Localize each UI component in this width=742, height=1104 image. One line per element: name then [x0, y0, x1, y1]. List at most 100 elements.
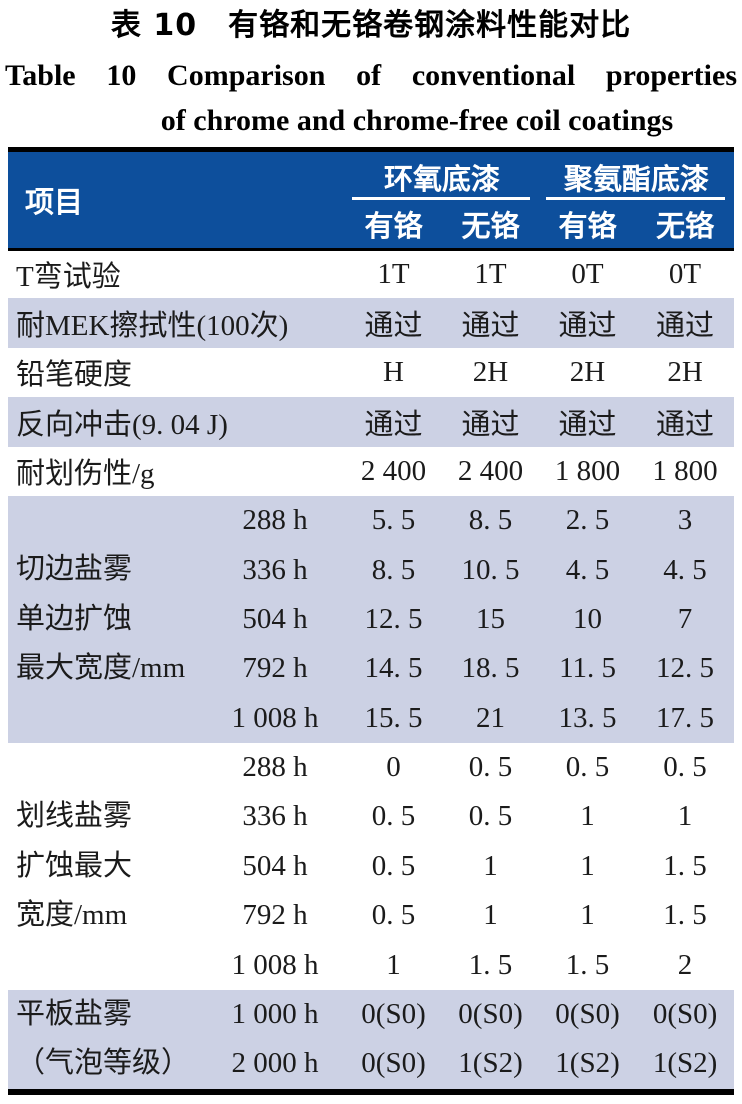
value-cell: 2 400 [457, 454, 524, 487]
header-sub-epoxy-chromefree: 无铬 [442, 201, 540, 251]
row-group-label-lines: 切边盐雾 单边扩蚀 最大宽度/mm [16, 545, 205, 693]
row-group-label-line: 最大宽度/mm [16, 652, 186, 685]
value-cell: 0(S0) [652, 998, 718, 1031]
row-cutedge-288: 切边盐雾 单边扩蚀 最大宽度/mm 288 h 5. 5 8. 5 2. 5 3 [8, 495, 735, 684]
time-cell: 1 008 h [231, 701, 319, 734]
value-cell: 11. 5 [559, 652, 616, 685]
value-cell: 10 [573, 602, 603, 635]
row-group-label-line: 平板盐雾 [16, 997, 133, 1030]
value-cell: 0T [571, 257, 604, 290]
value-cell: 通过 [558, 408, 617, 441]
time-cell: 336 h [242, 800, 308, 833]
row-scratch-resistance: 耐划伤性/g 2 400 2 400 1 800 1 800 [8, 447, 734, 496]
table-caption-zh: 表 10 有铬和无铬卷钢涂料性能对比 [110, 8, 632, 43]
value-cell: 3 [677, 504, 693, 537]
value-cell: 通过 [461, 408, 520, 441]
value-cell: 8. 5 [468, 504, 513, 537]
time-cell: 792 h [242, 652, 308, 685]
value-cell: 4. 5 [565, 553, 610, 586]
header-group-epoxy-label: 环氧底漆 [384, 161, 501, 196]
value-cell: 2H [667, 355, 703, 388]
time-cell: 504 h [242, 602, 308, 635]
table-body: T弯试验 1T 1T 0T 0T 耐MEK擦拭性(100次) 通过 通过 通过 … [8, 249, 735, 1089]
value-cell: 8. 5 [371, 553, 416, 586]
value-cell: 1T [377, 257, 410, 290]
value-cell: 0(S0) [361, 998, 426, 1031]
row-label: T弯试验 [16, 261, 121, 294]
value-cell: 2. 5 [565, 504, 610, 537]
value-cell: 17. 5 [656, 701, 715, 734]
value-cell: 10. 5 [461, 553, 520, 586]
value-cell: 通过 [364, 408, 423, 441]
time-cell: 288 h [242, 504, 308, 537]
row-group-label-line: 宽度/mm [16, 899, 128, 932]
value-cell: 0. 5 [371, 849, 416, 882]
value-cell: 12. 5 [364, 602, 423, 635]
value-cell: 2H [472, 355, 509, 388]
header-group-epoxy: 环氧底漆 [345, 152, 540, 201]
table-caption-en-line1: Table 10 Comparison of conventional prop… [5, 59, 737, 92]
value-cell: 0(S0) [361, 1047, 426, 1080]
row-group-label-line: 单边扩蚀 [16, 602, 133, 635]
row-group-label-flatpanel: 平板盐雾 （气泡等级） [8, 990, 205, 1089]
value-cell: 15. 5 [364, 701, 423, 734]
header-cell-item: 项目 [8, 152, 346, 251]
table-caption-en: Table 10 Comparison of conventional prop… [0, 53, 742, 143]
paper-table-page: 表 10 有铬和无铬卷钢涂料性能对比 Table 10 Comparison o… [0, 6, 742, 1104]
value-cell: 0. 5 [468, 800, 513, 833]
value-cell: 通过 [461, 310, 520, 343]
value-cell: H [383, 355, 404, 388]
value-cell: 1 [580, 899, 595, 932]
row-group-label-lines: 平板盐雾 （气泡等级） [16, 990, 205, 1089]
value-cell: 1 800 [652, 454, 718, 487]
time-cell: 288 h [242, 751, 308, 784]
value-cell: 1(S2) [652, 1047, 718, 1080]
value-cell: 7 [677, 602, 693, 635]
white-underline [546, 197, 726, 200]
value-cell: 1 [483, 849, 498, 882]
row-group-label-scribe: 划线盐雾 扩蚀最大 宽度/mm [8, 743, 205, 990]
value-cell: 通过 [364, 310, 423, 343]
white-underline [352, 197, 531, 200]
table-caption-en-line2: of chrome and chrome-free coil coatings [160, 104, 674, 137]
value-cell: 0. 5 [565, 751, 610, 784]
value-cell: 0. 5 [371, 899, 416, 932]
value-cell: 2 400 [360, 454, 427, 487]
table-header: 项目 环氧底漆 聚氨酯底漆 有铬 无铬 有铬 无铬 [8, 152, 735, 251]
row-label: 铅笔硬度 [16, 359, 133, 392]
value-cell: 1 [386, 948, 401, 981]
value-cell: 1. 5 [468, 948, 513, 981]
row-group-label-line: （气泡等级） [16, 1047, 191, 1080]
row-scribe-792: 792 h 0. 5 1 1 1. 5 [8, 891, 734, 940]
time-cell: 504 h [242, 849, 308, 882]
row-mek: 耐MEK擦拭性(100次) 通过 通过 通过 通过 [8, 298, 735, 348]
row-group-label-line: 切边盐雾 [16, 553, 133, 586]
value-cell: 0T [668, 257, 702, 290]
value-cell: 通过 [656, 310, 715, 343]
row-group-label-lines: 划线盐雾 扩蚀最大 宽度/mm [16, 792, 205, 940]
value-cell: 通过 [656, 408, 715, 441]
value-cell: 0(S0) [555, 998, 620, 1031]
value-cell: 1. 5 [663, 849, 707, 882]
value-cell: 1 800 [554, 454, 621, 487]
value-cell: 0(S0) [458, 998, 523, 1031]
value-cell: 1(S2) [458, 1047, 523, 1080]
value-cell: 21 [476, 701, 506, 734]
header-row-groups: 项目 环氧底漆 聚氨酯底漆 [8, 152, 735, 251]
value-cell: 13. 5 [558, 701, 617, 734]
time-cell: 1 008 h [231, 948, 319, 981]
row-pencil-hardness: 铅笔硬度 H 2H 2H 2H [8, 348, 734, 397]
row-scribe-288: 划线盐雾 扩蚀最大 宽度/mm 288 h 0 0. 5 0. 5 0. 5 [8, 743, 734, 931]
value-cell: 5. 5 [371, 504, 416, 537]
row-scribe-1008: 1 008 h 1 1. 5 1. 5 2 [8, 940, 734, 989]
value-cell: 18. 5 [461, 652, 520, 685]
table-frame: 项目 环氧底漆 聚氨酯底漆 有铬 无铬 有铬 无铬 [8, 147, 735, 1095]
coatings-comparison-table: 项目 环氧底漆 聚氨酯底漆 有铬 无铬 有铬 无铬 [8, 152, 735, 1089]
value-cell: 0 [386, 751, 401, 784]
row-scribe-504: 504 h 0. 5 1 1 1. 5 [8, 842, 734, 891]
value-cell: 1 [483, 899, 498, 932]
row-group-label-cutedge: 切边盐雾 单边扩蚀 最大宽度/mm [8, 496, 205, 743]
value-cell: 4. 5 [663, 553, 707, 586]
row-label: 耐划伤性/g [16, 458, 155, 491]
row-tbend: T弯试验 1T 1T 0T 0T [8, 249, 734, 298]
